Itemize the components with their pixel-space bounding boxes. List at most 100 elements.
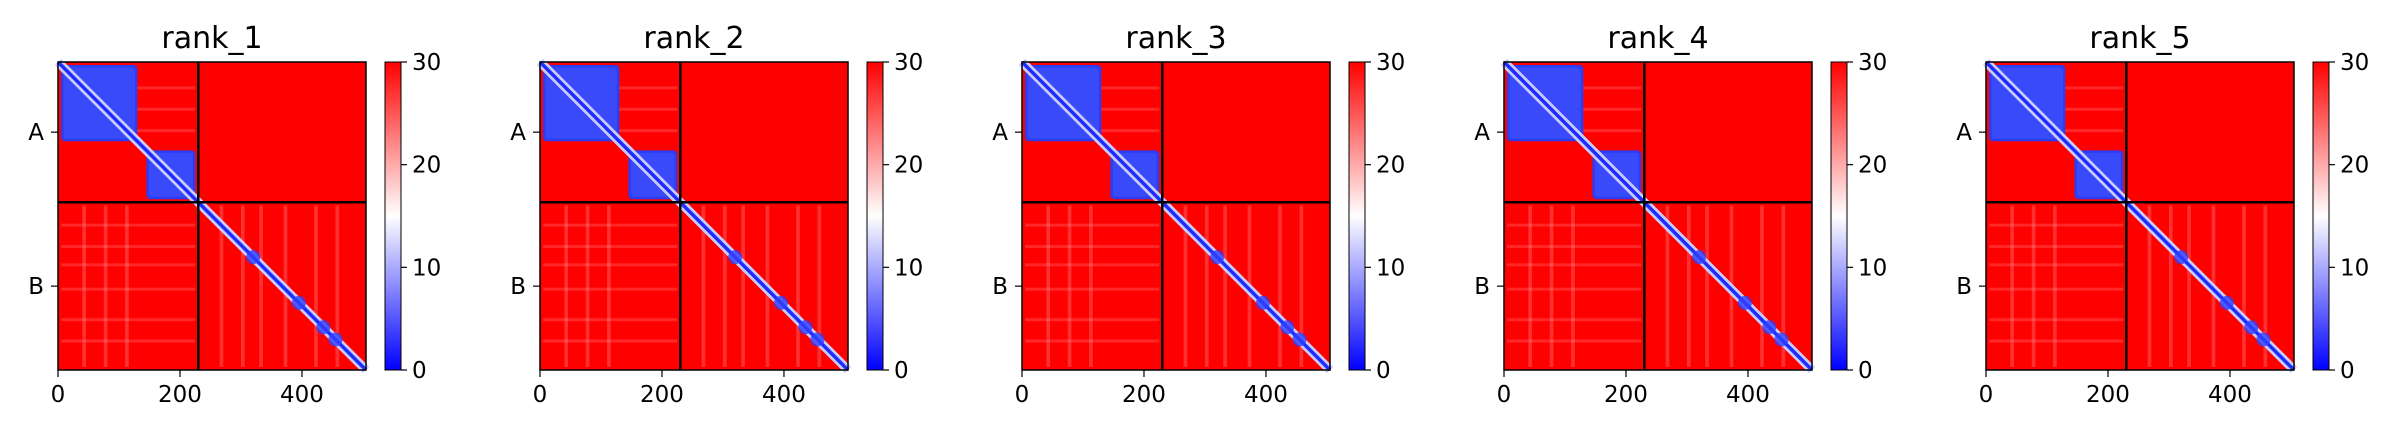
chain-label: A	[510, 120, 526, 146]
heatmap-streak	[335, 205, 340, 367]
heatmap-streak	[61, 223, 196, 227]
x-tick-label: 0	[51, 382, 66, 408]
heatmap-streak	[1025, 339, 1160, 343]
heatmap-streak	[543, 223, 678, 227]
x-tick-label: 0	[1979, 382, 1994, 408]
heatmap-streak	[1507, 287, 1642, 291]
heatmap-streak	[607, 205, 611, 367]
chain-label: A	[1956, 120, 1972, 146]
heatmap-streak	[219, 205, 224, 367]
heatmap-streak	[2242, 205, 2246, 367]
colorbar	[384, 61, 402, 371]
heatmap-streak	[1760, 205, 1764, 367]
heatmap-streak	[1025, 318, 1160, 322]
heatmap-streak	[1067, 205, 1072, 367]
heatmap-streak	[1278, 205, 1282, 367]
chain-label: B	[992, 274, 1008, 300]
heatmap-streak	[240, 205, 245, 367]
heatmap-streak	[1507, 263, 1642, 267]
heatmap-streak	[1507, 244, 1642, 249]
diagonal-line	[1020, 60, 1332, 372]
heatmap-streak	[543, 287, 678, 291]
axes-frame	[539, 61, 849, 371]
heatmap-streak	[1299, 205, 1304, 367]
chain-label: B	[1474, 274, 1490, 300]
colorbar-tick-label: 20	[412, 153, 441, 179]
diagonal-blob	[2244, 320, 2259, 335]
colorbar-tick-label: 20	[1858, 153, 1887, 179]
diagonal-blob	[316, 320, 331, 335]
panel-rank_5: rank_5 0 200 400 A B 0 10 20 30	[1956, 21, 2369, 408]
heatmap-streak	[701, 205, 706, 367]
heatmap-streak	[543, 244, 678, 249]
heatmap-streak	[543, 263, 678, 267]
axes-frame	[1985, 61, 2295, 371]
heatmap-streak	[1025, 223, 1160, 227]
colorbar	[2312, 61, 2330, 371]
colorbar-tick-label: 0	[1858, 358, 1873, 384]
heatmap-streak	[817, 205, 822, 367]
colorbar-tick-label: 10	[1858, 255, 1887, 281]
heatmap-streak	[125, 205, 129, 367]
x-tick-label: 400	[280, 382, 324, 408]
panel-title: rank_4	[1607, 21, 1708, 56]
heatmap-streak	[1989, 287, 2124, 291]
colorbar-tick-label: 30	[412, 50, 441, 76]
diagonal-blob	[728, 250, 743, 265]
colorbar-tick-label: 20	[1376, 153, 1405, 179]
diagonal-blob	[1280, 320, 1295, 335]
diagonal-line	[1984, 60, 2296, 372]
colorbar	[1348, 61, 1366, 371]
diagonal-line	[56, 60, 368, 372]
x-tick-label: 0	[1497, 382, 1512, 408]
heatmap-streak	[61, 244, 196, 249]
chain-label: B	[1956, 274, 1972, 300]
colorbar-tick-label: 30	[894, 50, 923, 76]
diagonal-blob	[291, 295, 306, 310]
diagonal-blob	[2219, 295, 2234, 310]
colorbar-tick-label: 30	[1858, 50, 1887, 76]
heatmap-streak	[1183, 205, 1188, 367]
x-tick-label: 0	[533, 382, 548, 408]
heatmap-streak	[1665, 205, 1670, 367]
chain-label: B	[510, 274, 526, 300]
diagonal-blob	[1737, 295, 1752, 310]
x-tick-label: 400	[2208, 382, 2252, 408]
diagonal-blob	[810, 332, 825, 347]
diagonal-blob	[1210, 250, 1225, 265]
heatmap-streak	[61, 339, 196, 343]
axes-frame	[57, 61, 367, 371]
x-tick-label: 200	[1122, 382, 1166, 408]
heatmap-streak	[1989, 244, 2124, 249]
panel-title: rank_1	[161, 21, 262, 56]
heatmap-streak	[314, 205, 318, 367]
heatmap-streak	[1025, 244, 1160, 249]
heatmap-streak	[2053, 205, 2057, 367]
heatmap-streak	[543, 318, 678, 322]
diagonal-line	[1502, 60, 1814, 372]
chain-label: A	[28, 120, 44, 146]
colorbar-tick-label: 20	[2340, 153, 2369, 179]
heatmap-streak	[1507, 318, 1642, 322]
colorbar-tick-label: 0	[1376, 358, 1391, 384]
diagonal-blob	[1762, 320, 1777, 335]
heatmap-streak	[543, 339, 678, 343]
diagonal-blob	[1292, 332, 1307, 347]
heatmap-streak	[2263, 205, 2268, 367]
chain-label: B	[28, 274, 44, 300]
diagonal-blob	[1774, 332, 1789, 347]
diagonal-blob	[246, 250, 261, 265]
panel-title: rank_2	[643, 21, 744, 56]
heatmap-streak	[1705, 205, 1709, 367]
chain-label: A	[992, 120, 1008, 146]
heatmap-streak	[1686, 205, 1691, 367]
heatmap-streak	[1781, 205, 1786, 367]
heatmap-streak	[1571, 205, 1575, 367]
heatmap-streak	[741, 205, 745, 367]
heatmap-streak	[1025, 287, 1160, 291]
heatmap-streak	[61, 287, 196, 291]
x-tick-label: 400	[1726, 382, 1770, 408]
heatmap-streak	[796, 205, 800, 367]
heatmap-streak	[1989, 223, 2124, 227]
